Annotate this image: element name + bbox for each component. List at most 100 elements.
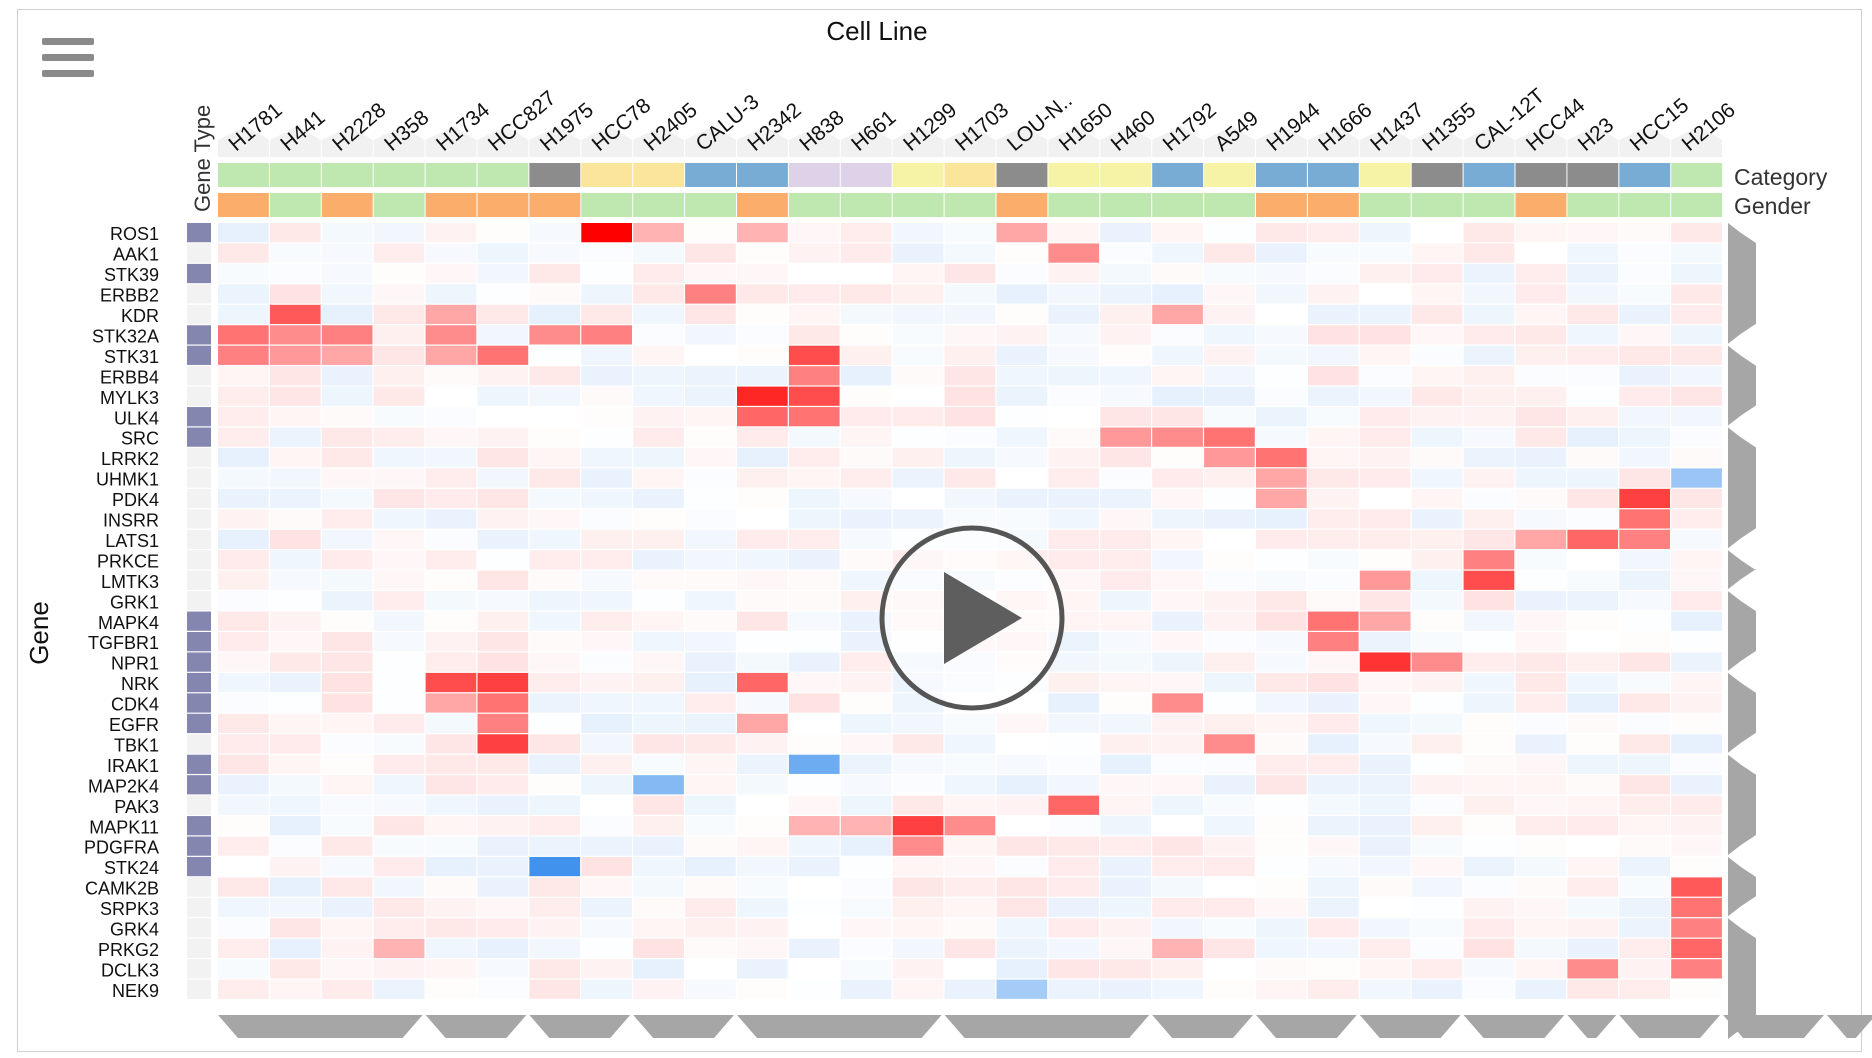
heatmap-cell bbox=[996, 734, 1048, 754]
heatmap-cell bbox=[788, 836, 840, 856]
heatmap-cell bbox=[944, 427, 996, 447]
heatmap-cell bbox=[1567, 407, 1619, 427]
gene-type-cell bbox=[187, 795, 211, 815]
heatmap-cell bbox=[1619, 591, 1670, 611]
heatmap-cell bbox=[581, 979, 632, 999]
heatmap-cell bbox=[1567, 263, 1619, 284]
heatmap-cell bbox=[1463, 877, 1515, 897]
heatmap-cell bbox=[1048, 529, 1100, 549]
heatmap-cell bbox=[581, 836, 632, 856]
heatmap-cell bbox=[892, 366, 944, 386]
heatmap-cell bbox=[1463, 734, 1515, 754]
gene-type-cell bbox=[187, 754, 211, 774]
heatmap-cell bbox=[1515, 488, 1567, 509]
heatmap-cell bbox=[425, 734, 477, 754]
heatmap-cell bbox=[1567, 468, 1619, 488]
heatmap-cell bbox=[321, 509, 373, 529]
heatmap-cell bbox=[425, 550, 477, 570]
gene-type-cell bbox=[187, 529, 211, 549]
heatmap-cell bbox=[1152, 795, 1203, 815]
heatmap-cell bbox=[685, 529, 736, 549]
heatmap-cell bbox=[269, 856, 321, 877]
heatmap-cell bbox=[269, 223, 321, 243]
column-label-tab bbox=[685, 126, 736, 157]
gene-type-cell bbox=[187, 345, 211, 365]
heatmap-cell bbox=[373, 407, 425, 427]
heatmap-cell bbox=[1307, 632, 1359, 652]
heatmap-cell bbox=[529, 713, 581, 734]
play-icon[interactable] bbox=[944, 572, 1022, 664]
heatmap-cell bbox=[1256, 325, 1307, 345]
heatmap-cell bbox=[477, 693, 529, 713]
heatmap-cell bbox=[788, 325, 840, 345]
heatmap-cell bbox=[218, 570, 269, 590]
heatmap-cell bbox=[581, 754, 632, 774]
heatmap-cell bbox=[1515, 877, 1567, 897]
heatmap-cell bbox=[1048, 979, 1100, 999]
heatmap-cell bbox=[737, 836, 788, 856]
column-group-marker bbox=[1359, 1015, 1461, 1038]
heatmap-cell bbox=[269, 386, 321, 406]
heatmap-cell bbox=[269, 529, 321, 549]
heatmap-cell bbox=[1359, 263, 1411, 284]
heatmap-cell bbox=[581, 897, 632, 918]
heatmap-cell bbox=[1152, 509, 1203, 529]
row-label: STK24 bbox=[104, 858, 159, 878]
heatmap-cell bbox=[1463, 550, 1515, 570]
heatmap-cell bbox=[321, 345, 373, 365]
row-group-marker bbox=[1728, 427, 1756, 549]
heatmap-cell bbox=[1152, 325, 1203, 345]
heatmap-cell bbox=[425, 611, 477, 631]
heatmap-cell bbox=[788, 877, 840, 897]
play-button[interactable] bbox=[879, 525, 1065, 711]
heatmap-cell bbox=[1100, 427, 1151, 447]
heatmap-cell bbox=[1671, 591, 1722, 611]
heatmap-cell bbox=[269, 897, 321, 918]
menu-icon[interactable] bbox=[42, 38, 94, 84]
heatmap-cell bbox=[685, 734, 736, 754]
heatmap-cell bbox=[840, 713, 892, 734]
heatmap-cell bbox=[1152, 223, 1203, 243]
heatmap-cell bbox=[1204, 856, 1255, 877]
category-cell bbox=[892, 163, 944, 187]
gender-cell bbox=[788, 193, 840, 217]
heatmap-cell bbox=[1100, 345, 1151, 365]
heatmap-cell bbox=[633, 304, 684, 325]
heatmap-cell bbox=[321, 427, 373, 447]
heatmap-cell bbox=[321, 611, 373, 631]
heatmap-cell bbox=[529, 693, 581, 713]
heatmap-cell bbox=[1411, 407, 1463, 427]
heatmap-cell bbox=[1619, 693, 1670, 713]
heatmap-cell bbox=[373, 877, 425, 897]
heatmap-cell bbox=[633, 877, 684, 897]
heatmap-cell bbox=[840, 284, 892, 304]
column-label-tab bbox=[737, 126, 788, 157]
heatmap-cell bbox=[1152, 468, 1203, 488]
heatmap-cell bbox=[840, 427, 892, 447]
heatmap-cell bbox=[1204, 897, 1255, 918]
heatmap-cell bbox=[944, 979, 996, 999]
heatmap-cell bbox=[1567, 959, 1619, 979]
heatmap-cell bbox=[1100, 754, 1151, 774]
heatmap-cell bbox=[892, 263, 944, 284]
column-label-tab bbox=[373, 126, 425, 157]
heatmap-cell bbox=[788, 284, 840, 304]
heatmap-cell bbox=[1048, 325, 1100, 345]
row-group-marker bbox=[1728, 856, 1756, 917]
heatmap-cell bbox=[840, 488, 892, 509]
heatmap-cell bbox=[1256, 959, 1307, 979]
heatmap-cell bbox=[1100, 632, 1151, 652]
heatmap-cell bbox=[321, 856, 373, 877]
heatmap-cell bbox=[1463, 897, 1515, 918]
heatmap-cell bbox=[1515, 959, 1567, 979]
heatmap-cell bbox=[892, 243, 944, 263]
heatmap-cell bbox=[269, 713, 321, 734]
heatmap-cell bbox=[1048, 366, 1100, 386]
heatmap-cell bbox=[737, 795, 788, 815]
heatmap-cell bbox=[1567, 652, 1619, 672]
heatmap-cell bbox=[892, 509, 944, 529]
heatmap-cell bbox=[633, 693, 684, 713]
heatmap-cell bbox=[1100, 713, 1151, 734]
heatmap-cell bbox=[581, 856, 632, 877]
heatmap-cell bbox=[1411, 570, 1463, 590]
